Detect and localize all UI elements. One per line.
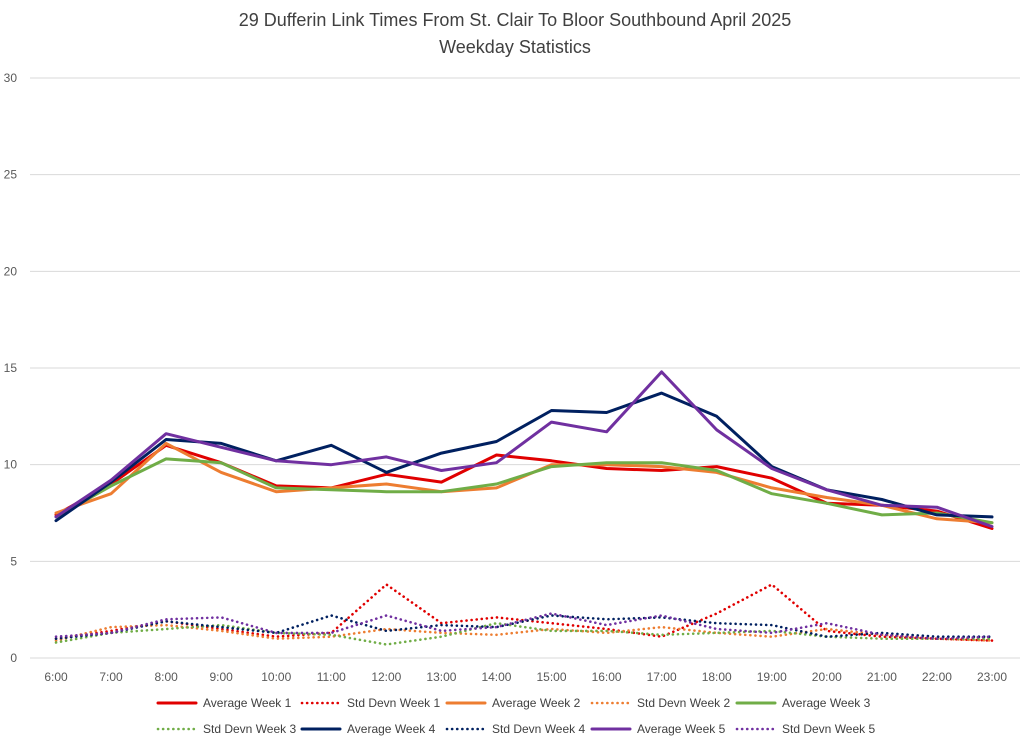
legend-label: Average Week 2 <box>492 696 581 710</box>
series-line-4 <box>54 623 994 642</box>
legend-item: Std Devn Week 5 <box>735 722 875 736</box>
legend-item: Average Week 2 <box>445 696 581 710</box>
chart-subtitle: Weekday Statistics <box>439 37 591 57</box>
legend-item: Std Devn Week 3 <box>156 722 296 736</box>
legend-item: Average Week 4 <box>300 722 436 736</box>
y-tick-label: 25 <box>4 168 18 182</box>
y-tick-label: 10 <box>4 458 18 472</box>
series-line-8 <box>54 614 994 641</box>
x-tick-label: 7:00 <box>99 670 123 684</box>
y-tick-label: 30 <box>4 71 18 85</box>
legend-label: Average Week 4 <box>347 722 436 736</box>
x-axis-ticks: 6:00 7:00 8:00 9:00 10:00 11:00 12:00 13:00 14:0… <box>44 670 1007 684</box>
x-tick-label: 11:00 <box>317 670 346 684</box>
series-line-2 <box>54 583 994 642</box>
x-tick-label: 17:00 <box>647 670 677 684</box>
y-tick-label: 20 <box>4 264 18 278</box>
chart-title: 29 Dufferin Link Times From St. Clair To… <box>239 10 792 30</box>
series-line-5 <box>54 457 994 525</box>
x-tick-label: 20:00 <box>812 670 842 684</box>
x-tick-label: 10:00 <box>261 670 291 684</box>
legend-label: Std Devn Week 1 <box>347 696 440 710</box>
legend-label: Std Devn Week 4 <box>492 722 585 736</box>
legend-item: Average Week 5 <box>590 722 726 736</box>
legend-item: Std Devn Week 4 <box>445 722 585 736</box>
legend-label: Average Week 3 <box>782 696 871 710</box>
x-tick-label: 13:00 <box>426 670 456 684</box>
legend-label: Std Devn Week 3 <box>203 722 296 736</box>
series-line-1 <box>54 443 994 530</box>
x-tick-label: 15:00 <box>537 670 567 684</box>
x-tick-label: 8:00 <box>154 670 178 684</box>
x-tick-label: 12:00 <box>371 670 401 684</box>
x-tick-label: 9:00 <box>209 670 233 684</box>
x-tick-label: 21:00 <box>867 670 897 684</box>
legend-item: Average Week 3 <box>735 696 871 710</box>
x-tick-label: 16:00 <box>592 670 622 684</box>
x-tick-label: 19:00 <box>757 670 787 684</box>
x-tick-label: 23:00 <box>977 670 1007 684</box>
y-tick-label: 15 <box>4 361 18 375</box>
legend: Average Week 1 Std Devn Week 1 Average Wee… <box>156 696 875 736</box>
x-tick-label: 18:00 <box>702 670 732 684</box>
legend-label: Average Week 5 <box>637 722 726 736</box>
series-line-10 <box>54 612 994 641</box>
legend-label: Std Devn Week 2 <box>637 696 730 710</box>
legend-item: Average Week 1 <box>156 696 292 710</box>
x-tick-label: 6:00 <box>44 670 68 684</box>
legend-label: Average Week 1 <box>203 696 292 710</box>
legend-item: Std Devn Week 1 <box>300 696 440 710</box>
series-line-9 <box>54 370 994 528</box>
legend-item: Std Devn Week 2 <box>590 696 730 710</box>
gridlines <box>30 77 1020 659</box>
x-tick-label: 22:00 <box>922 670 952 684</box>
legend-label: Std Devn Week 5 <box>782 722 875 736</box>
x-tick-label: 14:00 <box>481 670 511 684</box>
y-tick-label: 0 <box>10 651 17 665</box>
y-tick-label: 5 <box>10 554 17 568</box>
series-lines <box>54 370 994 646</box>
y-axis-ticks: 0 5 10 15 20 25 30 <box>4 71 18 665</box>
